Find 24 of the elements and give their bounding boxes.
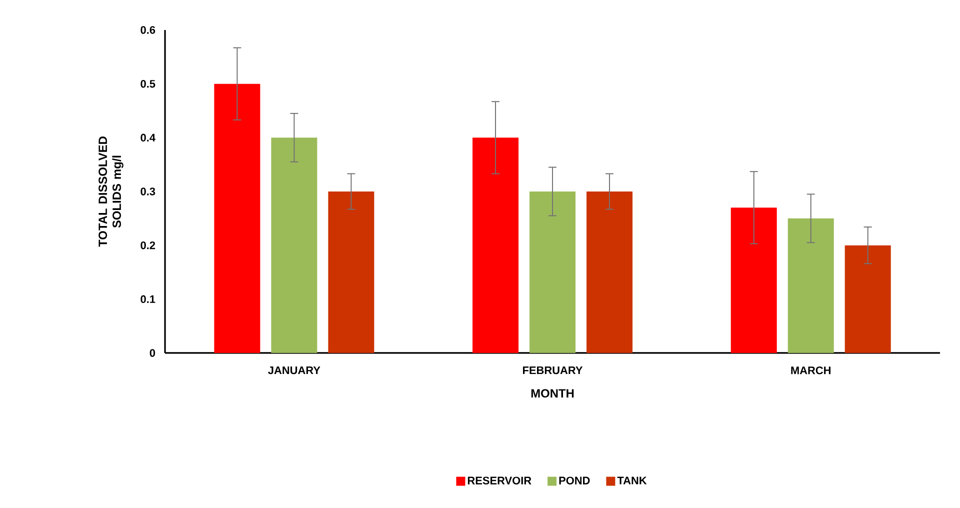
x-tick-label: JANUARY <box>268 366 320 374</box>
y-tick-label: 0.4 <box>140 134 156 142</box>
bar <box>586 191 633 353</box>
y-tick-label: 0.3 <box>140 188 156 196</box>
legend-label: RESERVOIR <box>468 476 532 484</box>
legend-label: TANK <box>617 476 647 484</box>
bar <box>788 218 834 353</box>
x-tick-label: MARCH <box>791 366 830 374</box>
bar <box>730 208 777 353</box>
bar <box>530 191 576 353</box>
bar <box>271 138 318 353</box>
y-tick-label: 0.2 <box>140 241 156 250</box>
x-axis-title: MONTH <box>531 389 574 398</box>
bar <box>844 245 891 353</box>
y-tick-label: 0.6 <box>140 26 156 34</box>
bar <box>472 138 519 353</box>
y-tick-label: 0.1 <box>140 295 156 304</box>
y-axis-title: TOTAL DISSOLVED SOLIDS mg/l <box>98 136 124 247</box>
y-tick-label: 0.5 <box>140 80 156 88</box>
x-tick-label: FEBRUARY <box>523 366 583 374</box>
bar <box>214 84 260 353</box>
y-tick-label: 0 <box>150 349 156 357</box>
bar <box>328 191 374 353</box>
legend-label: POND <box>559 476 590 484</box>
